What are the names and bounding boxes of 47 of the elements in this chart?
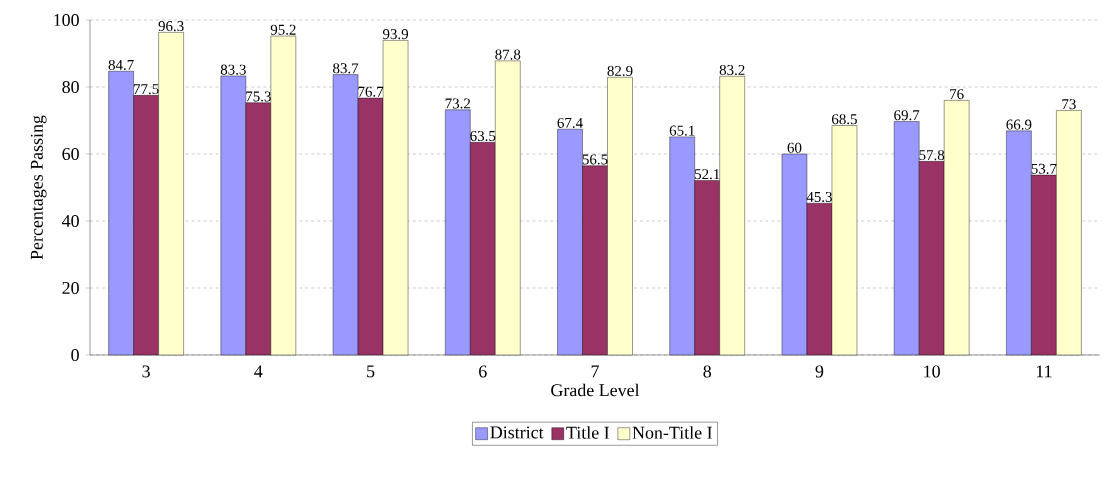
x-tick-label: 7 [591, 365, 599, 378]
data-label: 63.5 [470, 130, 496, 142]
data-label: 96.3 [158, 21, 184, 32]
data-label: 83.2 [719, 64, 745, 76]
data-label: 83.7 [333, 63, 359, 74]
y-tick-label: 0 [71, 348, 79, 362]
data-label: 87.8 [495, 49, 521, 60]
y-tick-label: 60 [62, 147, 79, 161]
data-label: 76.7 [358, 86, 384, 97]
y-axis-title: Percentages Passing [30, 115, 47, 260]
data-label: 65.1 [669, 125, 695, 136]
data-label: 93.9 [382, 29, 409, 40]
x-tick-label: 3 [142, 365, 150, 378]
data-label: 52.1 [695, 169, 720, 180]
y-tick-label: 20 [62, 281, 79, 295]
y-tick-label: 80 [62, 80, 79, 94]
data-label: 95.2 [270, 24, 296, 35]
y-tick-label: 100 [54, 13, 79, 27]
x-tick-label: 8 [703, 365, 712, 378]
x-tick-label: 9 [815, 365, 824, 378]
data-label: 82.9 [607, 65, 633, 77]
data-label: 76 [950, 89, 964, 100]
x-tick-label: 11 [1036, 365, 1052, 378]
legend-label: District [490, 426, 544, 439]
data-label: 84.7 [108, 59, 134, 71]
data-label: 66.9 [1006, 119, 1032, 130]
data-label: 73 [1062, 99, 1076, 110]
data-label: 60 [787, 142, 802, 153]
data-label: 69.7 [894, 110, 920, 121]
data-label: 53.7 [1031, 163, 1057, 174]
x-axis-title: Grade Level [551, 383, 640, 397]
data-label: 56.5 [582, 154, 608, 165]
x-tick-label: 10 [924, 365, 940, 378]
data-label: 75.3 [246, 91, 271, 102]
legend-label: Non-Title I [632, 426, 712, 439]
x-tick-label: 5 [367, 365, 375, 378]
data-label: 67.4 [557, 117, 583, 128]
x-tick-label: 4 [254, 365, 263, 378]
data-label: 45.3 [806, 191, 832, 203]
data-label: 68.5 [832, 114, 857, 125]
x-tick-label: 6 [479, 365, 487, 378]
y-tick-label: 40 [61, 214, 79, 228]
data-label: 83.3 [220, 64, 246, 75]
legend-label: Title I [566, 426, 610, 439]
data-label: 73.2 [445, 98, 471, 109]
data-label: 77.5 [134, 84, 159, 95]
data-label: 57.8 [919, 150, 945, 161]
